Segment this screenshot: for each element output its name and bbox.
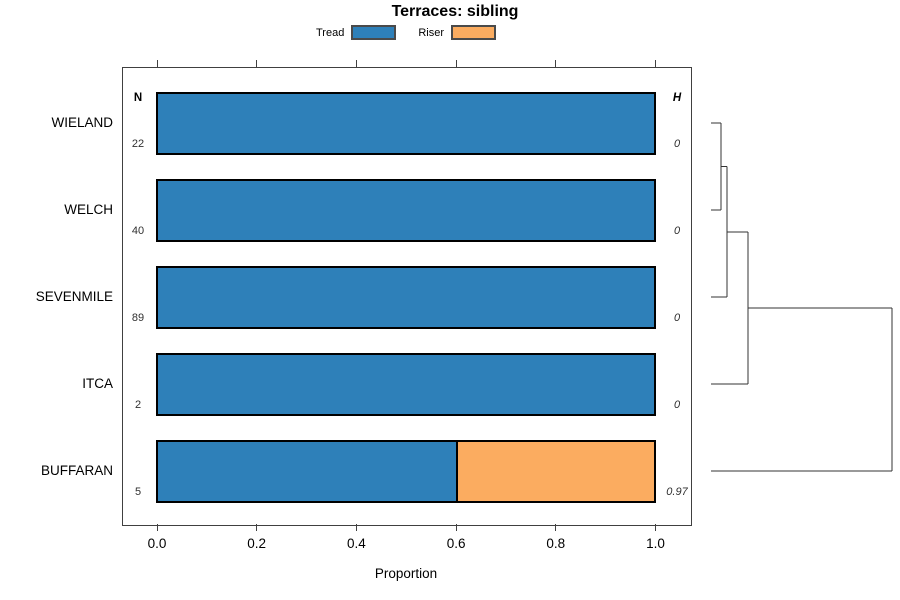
legend-item: Tread	[316, 25, 397, 40]
n-value: 5	[134, 485, 142, 498]
category-label: SEVENMILE	[35, 289, 113, 304]
x-axis-label: Proportion	[374, 566, 438, 581]
axis-tick-bottom	[455, 524, 457, 531]
bar-segment-tread	[158, 354, 654, 414]
h-value: 0	[673, 224, 681, 237]
category-label: ITCA	[82, 376, 113, 391]
stacked-bar	[156, 265, 656, 329]
column-header-h: H	[672, 92, 682, 104]
n-value: 40	[131, 224, 145, 237]
h-value: 0	[673, 398, 681, 411]
axis-tick-label: 0.0	[147, 536, 167, 551]
legend-swatch-icon	[451, 25, 496, 40]
category-label: BUFFARAN	[40, 463, 113, 478]
axis-tick-bottom	[256, 524, 258, 531]
column-header-n: N	[133, 92, 143, 104]
axis-tick-top	[455, 60, 457, 67]
stacked-bar	[156, 178, 656, 242]
plot-frame	[122, 67, 692, 526]
legend-swatch-icon	[351, 25, 397, 40]
legend: Tread Riser	[316, 25, 496, 40]
h-value: 0	[673, 137, 681, 150]
h-value: 0	[673, 311, 681, 324]
bar-segment-riser	[455, 441, 654, 501]
axis-tick-bottom	[355, 524, 357, 531]
stacked-bar	[156, 352, 656, 416]
bar-segment-tread	[158, 93, 654, 153]
axis-tick-bottom	[156, 524, 158, 531]
n-value: 2	[134, 398, 142, 411]
axis-tick-label: 0.6	[446, 536, 466, 551]
legend-label: Tread	[316, 26, 345, 39]
category-label: WIELAND	[51, 115, 113, 130]
axis-tick-label: 0.2	[247, 536, 267, 551]
axis-tick-bottom	[655, 524, 656, 531]
stacked-bar	[156, 439, 656, 503]
axis-tick-bottom	[555, 524, 557, 531]
h-value: 0.97	[666, 485, 688, 498]
category-label: WELCH	[64, 202, 113, 217]
n-value: 89	[131, 311, 145, 324]
axis-tick-top	[355, 60, 357, 67]
axis-tick-label: 0.8	[546, 536, 566, 551]
axis-tick-top	[655, 60, 656, 67]
bar-segment-tread	[158, 441, 456, 501]
axis-tick-top	[256, 60, 258, 67]
stacked-bar	[156, 91, 656, 155]
axis-tick-label: 0.4	[347, 536, 366, 551]
bar-segment-tread	[158, 180, 654, 240]
legend-label: Riser	[418, 26, 444, 39]
axis-tick-top	[156, 60, 158, 67]
bar-segment-tread	[158, 267, 654, 327]
axis-tick-label: 1.0	[646, 536, 665, 551]
axis-tick-top	[555, 60, 557, 67]
chart-title: Terraces: sibling	[391, 3, 519, 20]
n-value: 22	[131, 137, 145, 150]
legend-item: Riser	[418, 25, 496, 40]
